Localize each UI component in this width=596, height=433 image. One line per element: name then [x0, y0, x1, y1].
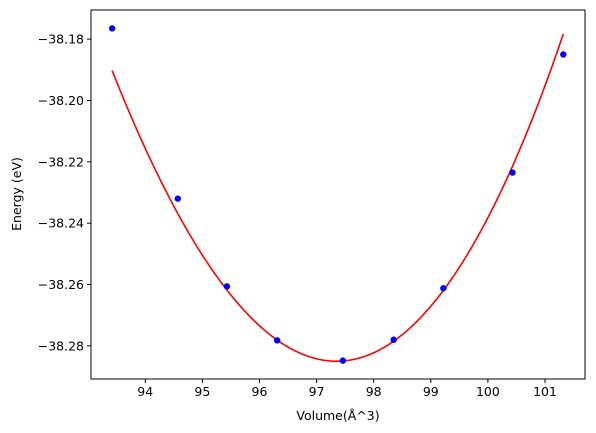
y-tick-label: −38.28 [38, 338, 84, 353]
y-tick-label: −38.26 [38, 277, 84, 292]
y-tick-label: −38.22 [38, 154, 84, 169]
x-axis-label: Volume(Å^3) [296, 408, 379, 423]
data-point [273, 337, 281, 344]
x-tick-label: 96 [252, 384, 268, 399]
y-tick-label: −38.24 [38, 216, 84, 231]
data-point [339, 357, 347, 364]
y-tick-label: −38.20 [38, 93, 84, 108]
data-point [390, 336, 397, 343]
data-point [108, 25, 116, 32]
x-tick-label: 98 [366, 384, 382, 399]
x-tick-label: 100 [476, 384, 500, 399]
y-tick-label: −38.18 [38, 32, 84, 47]
data-point [223, 283, 231, 290]
x-tick-label: 94 [137, 384, 153, 399]
plot-frame [90, 9, 586, 380]
x-tick-label: 95 [194, 384, 210, 399]
x-axis: 94 95 96 97 98 99 100 101 [137, 379, 557, 399]
data-point [509, 169, 516, 176]
x-tick-label: 97 [309, 384, 325, 399]
fit-curve [111, 33, 565, 362]
y-axis: −38.18 −38.20 −38.22 −38.24 −38.26 −38.28 [38, 32, 91, 353]
data-point [560, 51, 567, 58]
data-point [174, 195, 182, 202]
y-axis-label: Energy (eV) [9, 157, 24, 231]
plot-layer [108, 25, 567, 364]
x-tick-label: 101 [533, 384, 557, 399]
data-point [440, 285, 447, 292]
x-tick-label: 99 [423, 384, 439, 399]
